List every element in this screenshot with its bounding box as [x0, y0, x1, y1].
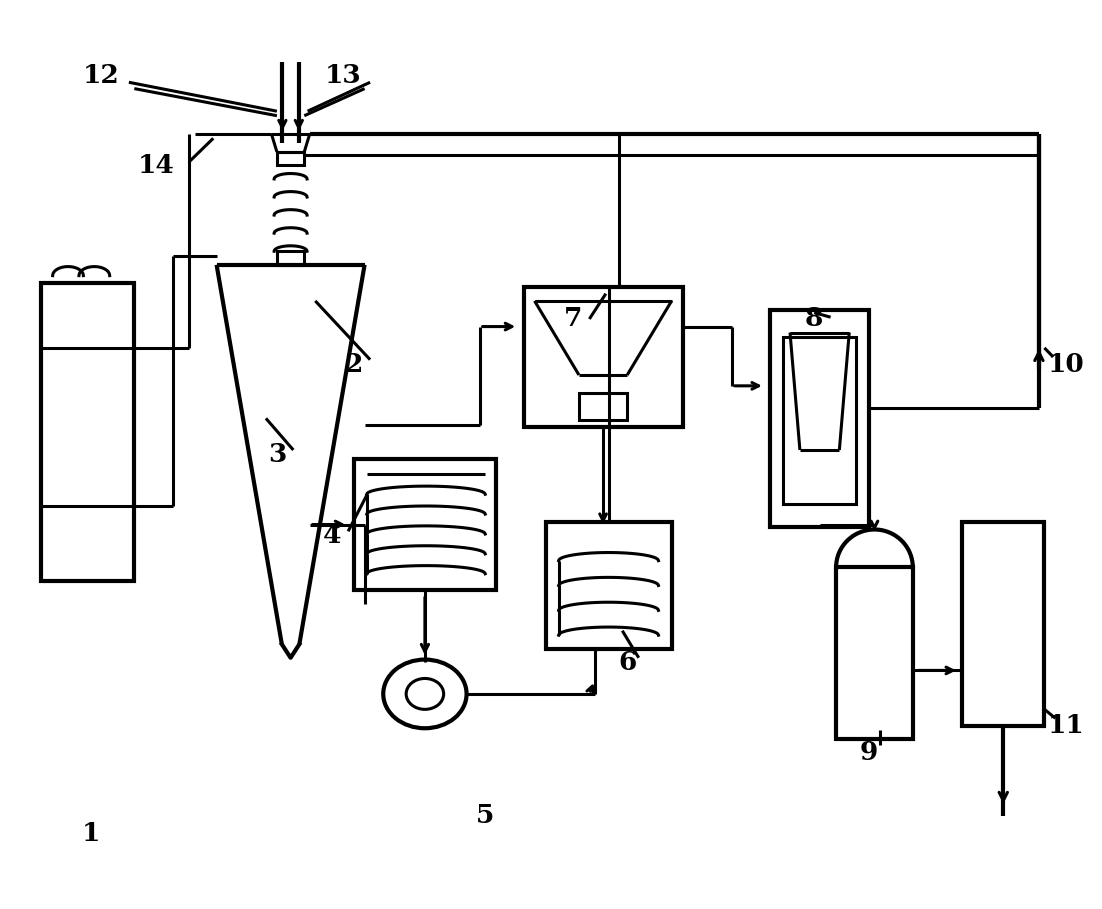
Bar [277, 152, 304, 165]
Text: 3: 3 [268, 442, 287, 467]
Text: 5: 5 [476, 804, 495, 828]
Text: 4: 4 [323, 524, 341, 548]
Text: 11: 11 [1048, 713, 1084, 738]
Text: 10: 10 [1048, 352, 1084, 376]
Text: 7: 7 [564, 306, 582, 332]
Bar [579, 393, 627, 420]
Text: 13: 13 [324, 63, 361, 87]
Bar [836, 567, 912, 739]
Bar [523, 287, 682, 427]
Text: 2: 2 [345, 352, 363, 376]
Bar [770, 310, 869, 527]
Text: 9: 9 [860, 740, 878, 765]
Bar [962, 523, 1045, 725]
Text: 12: 12 [83, 63, 120, 87]
Bar [545, 523, 671, 649]
Bar [784, 337, 856, 504]
Bar [41, 283, 134, 581]
Text: 14: 14 [138, 153, 175, 178]
Bar [354, 459, 496, 590]
Text: 6: 6 [618, 650, 637, 674]
Text: 8: 8 [804, 306, 823, 332]
Text: 1: 1 [82, 822, 99, 846]
Bar [277, 251, 304, 265]
